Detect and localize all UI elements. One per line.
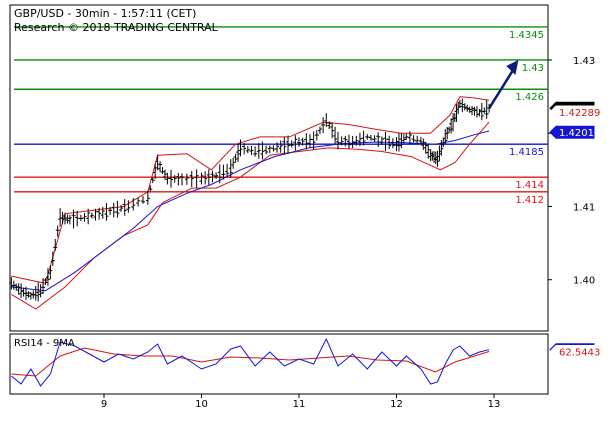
rsi-panel [9,333,549,395]
price-panel [9,4,549,332]
rsi-badge-label-62-5443: 62.5443 [559,347,600,358]
level-label-1-43: 1.43 [522,63,544,74]
moving-average-line [11,130,490,292]
price-badge-1-42289 [549,105,595,119]
x-tick-label-11: 11 [293,399,306,410]
price-badge-label-1-42289: 1.42289 [559,108,600,119]
price-badge-label-1-42013: 1.42013 [559,128,600,139]
x-tick-label-10: 10 [195,399,208,410]
x-tick-label-9: 9 [101,399,107,410]
y-tick-label-1-40: 1.40 [573,276,595,287]
rsi-series [11,337,490,387]
chart-title: GBP/USD - 30min - 1:57:11 (CET) [14,7,196,20]
level-label-1-426: 1.426 [515,92,544,103]
x-tick-label-12: 12 [390,399,403,410]
bollinger-upper-line [11,96,490,284]
price-y-axis: 1.401.411.421.43 [548,56,595,287]
chart-subtitle: Research © 2018 TRADING CENTRAL [14,21,219,34]
y-tick-label-1-41: 1.41 [573,202,595,213]
price-badge-1-42013 [549,125,595,139]
y-tick-label-1-43: 1.43 [573,56,595,67]
level-label-1-412: 1.412 [515,195,544,206]
x-axis: 9 10 11 12 13 [101,394,501,410]
forecast-arrow-shaft [488,67,516,109]
rsi-title: RSI14 - 9MA [14,338,75,349]
rsi-line [11,337,490,387]
forecast-arrow-head [506,59,519,75]
rsi-badge-62-5443 [549,344,595,358]
rsi-badges: 64.292262.5443 [549,343,600,358]
x-tick-label-13: 13 [488,399,501,410]
level-label-1-414: 1.414 [515,180,544,191]
rsi-ma-line [11,347,490,377]
level-label-1-4185: 1.4185 [509,147,544,158]
level-label-1-4345: 1.4345 [509,30,544,41]
price-series [9,59,519,310]
